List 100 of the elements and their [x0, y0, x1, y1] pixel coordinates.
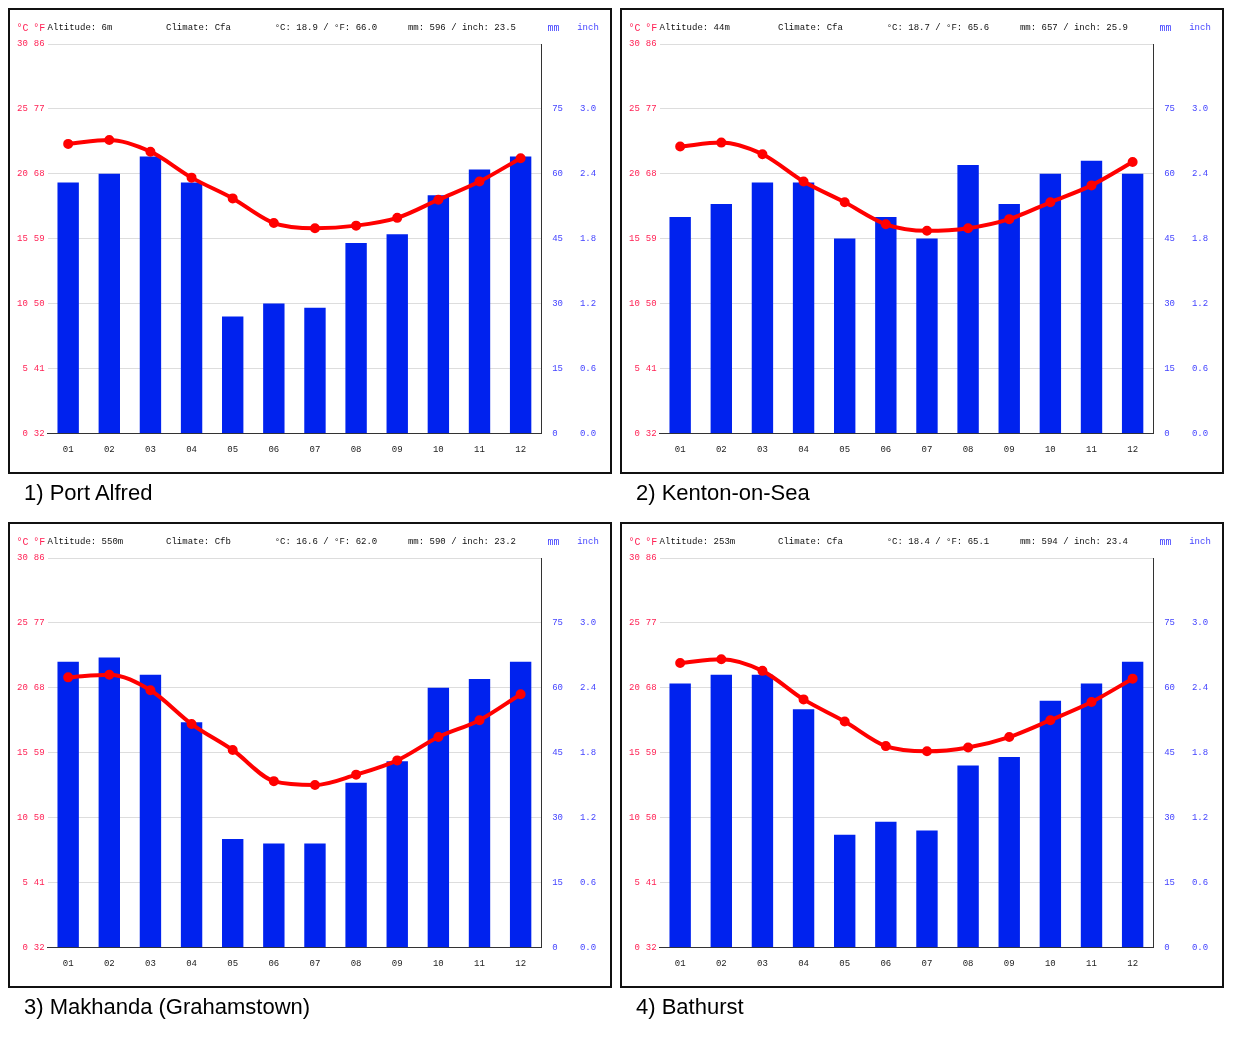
- bar: [1121, 661, 1144, 948]
- x-tick-label: 05: [227, 444, 239, 455]
- text: °C: 18.7 / °F: 65.6: [886, 23, 990, 34]
- x-tick-label: 08: [962, 958, 974, 969]
- point: [474, 715, 485, 726]
- bar: [792, 709, 815, 948]
- text: 2.4: [579, 169, 597, 180]
- bar: [875, 821, 897, 948]
- x-tick-label: 08: [350, 444, 362, 455]
- y-tick-label: 20: [16, 169, 28, 180]
- bar: [386, 761, 408, 948]
- y-tick-label: 25: [628, 618, 640, 629]
- bar: [57, 661, 79, 948]
- y2-tick-label: 60: [552, 169, 564, 180]
- y3-tick-label: 50: [33, 298, 45, 309]
- y3-tick-label: 59: [645, 233, 657, 244]
- point: [268, 218, 279, 229]
- y-tick-label: 10: [16, 298, 28, 309]
- text: mm: 596 / inch: 23.5: [407, 23, 516, 34]
- y-axis-title: °C: [628, 22, 641, 34]
- y3-axis-title: °F: [33, 22, 46, 34]
- y3-tick-label: 77: [645, 618, 657, 629]
- x-tick-label: 11: [1086, 444, 1097, 455]
- bar: [304, 843, 326, 948]
- text: Climate: Cfa: [778, 537, 844, 548]
- bar: [468, 169, 491, 434]
- x-tick-label: 07: [921, 958, 933, 969]
- x-tick-label: 01: [674, 444, 686, 455]
- y-tick-label: 25: [16, 104, 28, 115]
- x-tick-label: 08: [962, 444, 974, 455]
- x-tick-label: 05: [839, 444, 851, 455]
- x-tick-label: 11: [474, 958, 485, 969]
- y2-tick-label: 15: [552, 363, 564, 374]
- bar: [468, 679, 491, 948]
- text: Climate: Cfb: [166, 537, 231, 548]
- y-tick-label: 25: [16, 618, 28, 629]
- point: [186, 719, 197, 730]
- y-tick-label: 30: [628, 39, 640, 50]
- y3-tick-label: 32: [645, 942, 657, 953]
- x-tick-label: 10: [1044, 444, 1056, 455]
- point: [757, 149, 768, 160]
- text: 1.2: [1191, 298, 1209, 309]
- y-tick-label: 10: [628, 298, 640, 309]
- x-tick-label: 02: [715, 958, 727, 969]
- text: 3.0: [1191, 104, 1209, 115]
- bar: [1080, 160, 1103, 434]
- x-tick-label: 12: [1127, 444, 1139, 455]
- y-tick-label: 5: [22, 877, 28, 888]
- x-tick-label: 07: [309, 958, 321, 969]
- y3-tick-label: 59: [33, 747, 45, 758]
- x-tick-label: 02: [103, 444, 115, 455]
- x-tick-label: 10: [432, 958, 444, 969]
- x-tick-label: 09: [1003, 958, 1015, 969]
- y-tick-label: 20: [16, 683, 28, 694]
- point: [1086, 180, 1097, 191]
- point: [963, 223, 974, 234]
- y-tick-label: 0: [22, 942, 28, 953]
- text: 4) Bathurst: [635, 993, 745, 1021]
- y2-tick-label: 45: [552, 233, 564, 244]
- y2-tick-label: 0: [1164, 942, 1170, 953]
- y3-tick-label: 77: [645, 104, 657, 115]
- y-tick-label: 30: [16, 39, 28, 50]
- text: inch: [1189, 537, 1211, 548]
- x-tick-label: 06: [880, 958, 892, 969]
- point: [1045, 715, 1056, 726]
- bar: [792, 182, 815, 434]
- text: 2.4: [1191, 169, 1209, 180]
- x-tick-label: 04: [798, 958, 809, 969]
- point: [515, 153, 526, 164]
- point: [186, 172, 197, 183]
- x-tick-label: 06: [268, 444, 280, 455]
- y-tick-label: 15: [628, 747, 640, 758]
- y3-tick-label: 32: [645, 428, 657, 439]
- y3-tick-label: 41: [645, 363, 657, 374]
- point: [1086, 697, 1097, 707]
- y3-tick-label: 50: [645, 298, 657, 309]
- bar: [98, 657, 120, 948]
- point: [227, 745, 238, 756]
- x-tick-label: 02: [715, 444, 727, 455]
- text: Altitude: 44m: [659, 23, 730, 34]
- y3-tick-label: 86: [645, 39, 657, 50]
- y2-tick-label: 0: [552, 428, 558, 439]
- bar: [509, 661, 532, 948]
- point: [104, 669, 115, 680]
- y2-tick-label: 0: [552, 942, 558, 953]
- text: 3) Makhanda (Grahamstown): [23, 993, 312, 1021]
- x-tick-label: 11: [1086, 958, 1097, 969]
- bar: [669, 683, 691, 948]
- x-tick-label: 07: [921, 444, 933, 455]
- text: Climate: Cfa: [166, 23, 232, 34]
- x-tick-label: 04: [186, 444, 197, 455]
- text: 1.2: [579, 812, 597, 823]
- text: 0.6: [1191, 877, 1209, 888]
- point: [1127, 157, 1138, 168]
- point: [351, 769, 362, 780]
- y2-tick-label: 75: [1164, 618, 1176, 629]
- x-tick-label: 09: [391, 444, 403, 455]
- point: [515, 689, 526, 700]
- bar: [916, 238, 938, 434]
- point: [798, 694, 809, 705]
